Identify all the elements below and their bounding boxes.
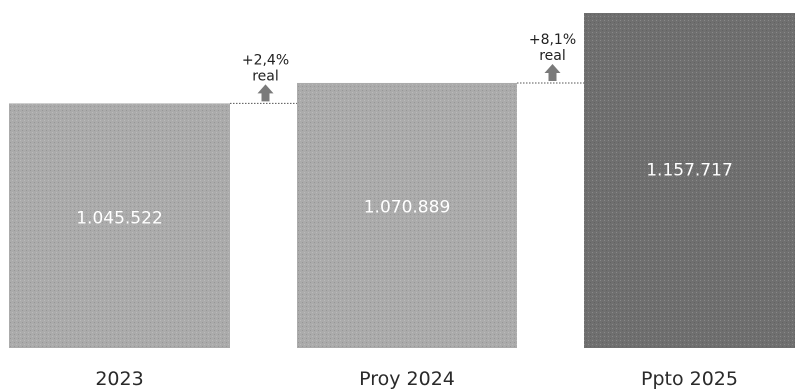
labels-layer: 1.045.522 2023 1.070.889 Proy 2024 1.157.717…: [76, 32, 738, 390]
value-label: 1.045.522: [76, 208, 163, 228]
category-label: 2023: [95, 368, 143, 390]
annotation-change: +2,4%: [242, 52, 289, 68]
category-label: Ppto 2025: [641, 368, 738, 390]
bar-texture: [9, 103, 230, 348]
annotation-note: real: [539, 48, 566, 64]
connectors-layer: [230, 63, 584, 104]
value-label: 1.070.889: [364, 198, 451, 218]
bars-layer: [9, 13, 795, 349]
up-arrow-icon: [544, 63, 561, 81]
annotation-note: real: [252, 68, 279, 84]
category-label: Proy 2024: [359, 368, 455, 390]
bar-texture: [584, 13, 795, 348]
up-arrow-icon: [257, 84, 274, 102]
value-label: 1.157.717: [646, 160, 733, 180]
bar-texture: [297, 82, 517, 349]
annotation-change: +8,1%: [529, 32, 576, 48]
